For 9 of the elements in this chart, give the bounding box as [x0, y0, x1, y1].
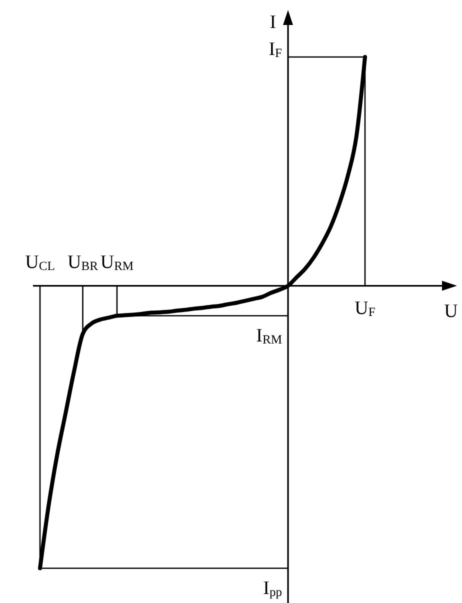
annotation: U$_{RM}$ — [100, 252, 134, 273]
ref-line-label: I$_{RM}$ — [256, 326, 282, 347]
x-axis-title: U — [444, 300, 458, 322]
annotation: U$_{BR}$ — [68, 252, 99, 273]
y-axis-title: I — [270, 12, 276, 33]
ref-line-label: I$_{F}$ — [268, 39, 282, 60]
annotation: U$_{F}$ — [354, 298, 376, 319]
annotation: U$_{CL}$ — [25, 252, 55, 273]
ref-line-label: I$_{pp}$ — [263, 578, 282, 600]
